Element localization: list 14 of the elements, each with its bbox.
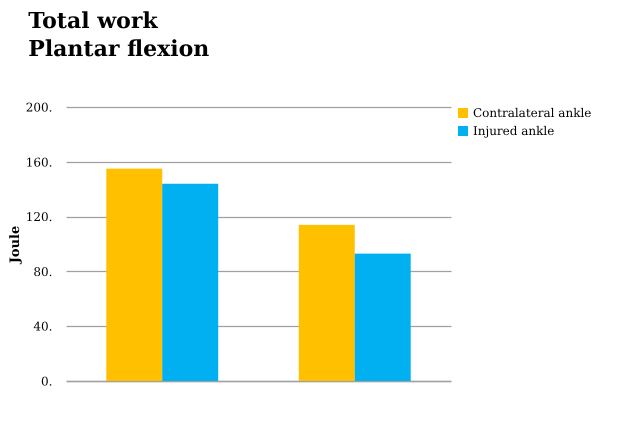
y-tick-label: 40. bbox=[33, 320, 52, 334]
y-tick-label: 160. bbox=[26, 155, 52, 170]
bar bbox=[162, 184, 218, 381]
y-tick-label: 80. bbox=[33, 264, 52, 279]
y-tick-label: 120. bbox=[26, 210, 52, 224]
y-tick-label: 0. bbox=[41, 374, 52, 388]
legend-label: Injured ankle bbox=[473, 124, 554, 138]
legend-label: Contralateral ankle bbox=[473, 106, 592, 120]
bar bbox=[106, 168, 162, 381]
y-tick-label: 200. bbox=[26, 100, 52, 114]
bar bbox=[354, 254, 411, 381]
bar bbox=[298, 224, 355, 381]
chart-title: Total work Plantar flexion bbox=[28, 8, 210, 62]
y-axis-title: Joule bbox=[8, 226, 23, 264]
